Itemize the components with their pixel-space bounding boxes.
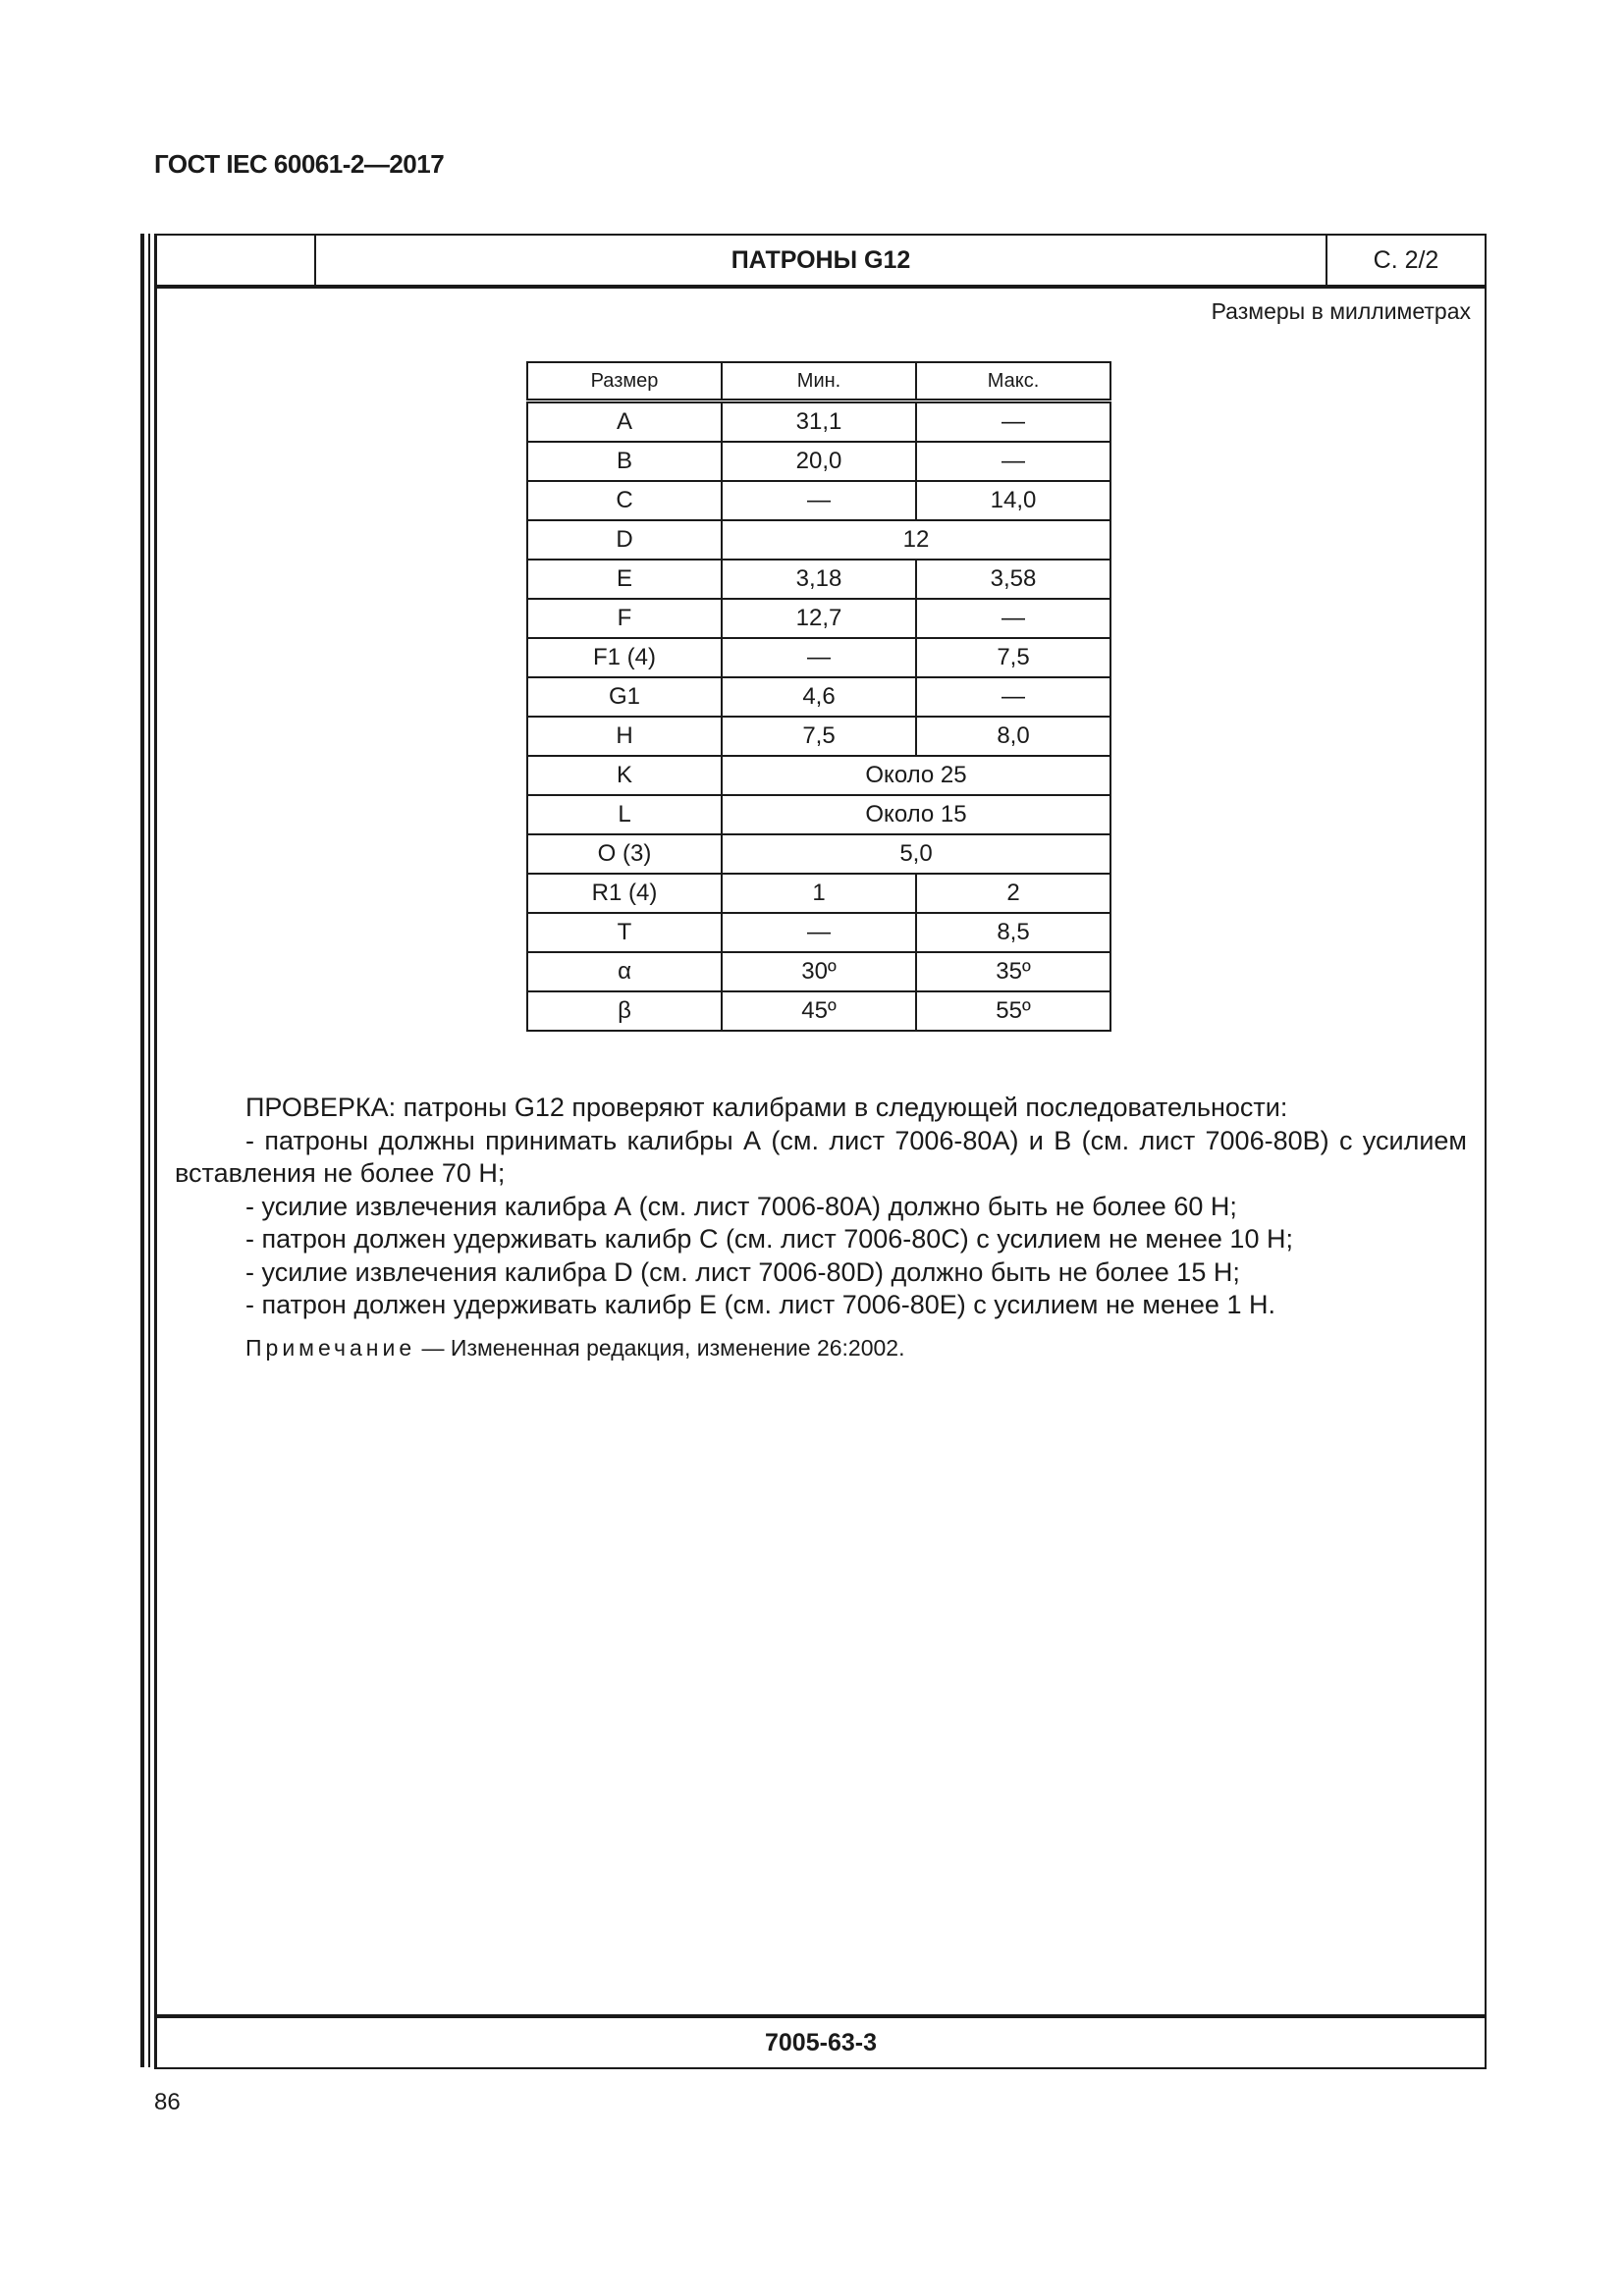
cell-dim: O (3) — [526, 833, 723, 875]
sheet-header: ПАТРОНЫ G12 С. 2/2 — [157, 236, 1485, 289]
procedure-item: - усилие извлечения калибра D (см. лист … — [245, 1256, 1240, 1287]
cell-min: 1 — [721, 873, 917, 914]
sheet-title: ПАТРОНЫ G12 — [731, 246, 911, 274]
cell-dim: T — [526, 912, 723, 953]
cell-max: 8,0 — [915, 716, 1111, 757]
header-empty-cell — [157, 236, 316, 285]
cell-min: 12,7 — [721, 598, 917, 639]
standard-sheet: ПАТРОНЫ G12 С. 2/2 Размеры в миллиметрах… — [154, 234, 1487, 2069]
cell-dim: L — [526, 794, 723, 835]
cell-max: 2 — [915, 873, 1111, 914]
cell-max: — — [915, 441, 1111, 482]
frame-border — [148, 234, 150, 2067]
procedure-item: - патрон должен удерживать калибр Е (см.… — [245, 1290, 1275, 1319]
sheet-number: 7005-63-3 — [157, 2014, 1485, 2067]
dimensions-table: Размер Мин. Макс. A 31,1— B 20,0— C —14,0 D 12 E 3,… — [526, 361, 1111, 1032]
cell-max: 3,58 — [915, 559, 1111, 600]
cell-dim: D — [526, 519, 723, 561]
table-row: D 12 — [526, 519, 1111, 561]
table-row: T —8,5 — [526, 912, 1111, 953]
document-code: ГОСТ IEC 60061-2—2017 — [154, 149, 445, 179]
cell-dim: G1 — [526, 676, 723, 718]
procedure-intro: ПРОВЕРКА: патроны G12 проверяют калибрам… — [245, 1093, 1288, 1122]
cell-both: 12 — [721, 519, 1111, 561]
page-number: 86 — [154, 2089, 181, 2115]
cell-max: 35º — [915, 951, 1111, 992]
cell-max: 55º — [915, 990, 1111, 1032]
cell-dim: R1 (4) — [526, 873, 723, 914]
cell-max: — — [915, 676, 1111, 718]
cell-dim: β — [526, 990, 723, 1032]
column-header: Макс. — [915, 361, 1111, 403]
cell-both: Около 25 — [721, 755, 1111, 796]
cell-min: — — [721, 480, 917, 521]
cell-min: 20,0 — [721, 441, 917, 482]
table-row: F1 (4) —7,5 — [526, 637, 1111, 678]
test-procedure: ПРОВЕРКА: патроны G12 проверяют калибрам… — [175, 1092, 1467, 1364]
units-note: Размеры в миллиметрах — [1211, 298, 1471, 324]
table-row: R1 (4) 1 2 — [526, 873, 1111, 914]
cell-min: 7,5 — [721, 716, 917, 757]
cell-dim: B — [526, 441, 723, 482]
note-label: Примечание — [245, 1334, 416, 1361]
table-row: K Около 25 — [526, 755, 1111, 796]
procedure-item: - патрон должен удерживать калибр С (см.… — [245, 1224, 1293, 1254]
procedure-item: - патроны должны принимать калибры А (см… — [175, 1125, 1467, 1189]
table-row: C —14,0 — [526, 480, 1111, 521]
cell-min: 31,1 — [721, 400, 917, 443]
cell-max: — — [915, 400, 1111, 443]
table-row: α 30º 35º — [526, 951, 1111, 992]
note-text: — Измененная редакция, изменение 26:2002… — [415, 1334, 905, 1361]
table-row: H 7,5 8,0 — [526, 716, 1111, 757]
cell-min: — — [721, 637, 917, 678]
cell-max: 8,5 — [915, 912, 1111, 953]
column-header: Мин. — [721, 361, 917, 403]
table-row: L Около 15 — [526, 794, 1111, 835]
cell-max: 14,0 — [915, 480, 1111, 521]
column-header: Размер — [526, 361, 723, 403]
cell-min: 45º — [721, 990, 917, 1032]
procedure-item: - усилие извлечения калибра А (см. лист … — [245, 1191, 1237, 1221]
cell-min: 3,18 — [721, 559, 917, 600]
note: Примечание — Измененная редакция, измене… — [175, 1332, 1467, 1365]
table-row: β 45º 55º — [526, 990, 1111, 1032]
cell-min: 30º — [721, 951, 917, 992]
cell-dim: F1 (4) — [526, 637, 723, 678]
cell-min: 4,6 — [721, 676, 917, 718]
frame-border — [140, 234, 144, 2067]
cell-both: Около 15 — [721, 794, 1111, 835]
cell-dim: E — [526, 559, 723, 600]
cell-dim: C — [526, 480, 723, 521]
cell-both: 5,0 — [721, 833, 1111, 875]
cell-dim: α — [526, 951, 723, 992]
table-row: G1 4,6— — [526, 676, 1111, 718]
table-row: O (3) 5,0 — [526, 833, 1111, 875]
sheet-page: С. 2/2 — [1326, 236, 1485, 285]
cell-max: 7,5 — [915, 637, 1111, 678]
table-row: B 20,0— — [526, 441, 1111, 482]
table-row: F 12,7— — [526, 598, 1111, 639]
table-row: A 31,1— — [526, 400, 1111, 443]
cell-dim: A — [526, 400, 723, 443]
cell-max: — — [915, 598, 1111, 639]
table-row: E 3,18 3,58 — [526, 559, 1111, 600]
cell-dim: K — [526, 755, 723, 796]
cell-min: — — [721, 912, 917, 953]
cell-dim: H — [526, 716, 723, 757]
cell-dim: F — [526, 598, 723, 639]
